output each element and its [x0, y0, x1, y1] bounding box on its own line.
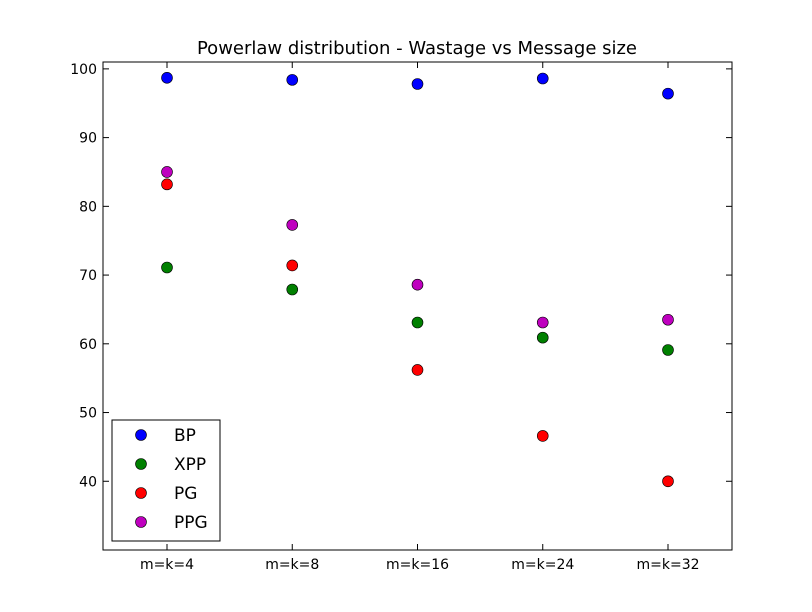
chart-title: Powerlaw distribution - Wastage vs Messa… [197, 38, 637, 59]
x-tick-label: m=k=24 [511, 557, 574, 573]
data-point-ppg [286, 219, 299, 231]
legend-label: XPP [174, 455, 206, 475]
data-point-bp [536, 72, 549, 85]
data-point-xpp [161, 261, 173, 274]
y-tick-label: 90 [79, 131, 97, 147]
legend-marker [135, 458, 147, 470]
legend-item: XPP [135, 455, 206, 475]
data-point-pg [161, 178, 173, 191]
x-tick-label: m=k=8 [265, 557, 319, 573]
y-tick-label: 70 [79, 268, 97, 284]
series-ppg [161, 166, 674, 329]
data-point-ppg [662, 313, 674, 326]
series-pg [161, 178, 674, 488]
x-tick-label: m=k=16 [386, 557, 449, 573]
y-tick-label: 60 [79, 337, 97, 353]
legend: BP XPP PG PPG [111, 419, 221, 542]
data-point-xpp [286, 283, 299, 296]
data-point-pg [536, 430, 549, 442]
data-point-xpp [536, 331, 549, 344]
y-tick-label: 40 [79, 474, 97, 490]
axis-ticks: 40 50 60 70 80 90 100 m=k=4 m=k=8 m=k=16 m=k=24 m=k… [70, 62, 732, 573]
data-point-xpp [411, 316, 424, 329]
y-tick-label: 100 [70, 62, 97, 78]
legend-label: BP [174, 426, 196, 446]
legend-item: PPG [135, 513, 208, 533]
data-point-ppg [411, 278, 424, 291]
data-point-xpp [662, 344, 674, 356]
legend-item: PG [135, 484, 197, 504]
x-tick-label: m=k=32 [636, 557, 699, 573]
data-point-pg [411, 364, 424, 376]
x-tick-label: m=k=4 [140, 557, 194, 573]
data-point-bp [286, 74, 299, 86]
data-points [161, 72, 674, 488]
legend-label: PG [174, 484, 197, 504]
y-tick-label: 80 [79, 199, 97, 215]
legend-label: PPG [174, 513, 208, 533]
data-point-pg [286, 259, 299, 272]
data-point-ppg [161, 166, 173, 178]
legend-item: BP [135, 426, 196, 446]
legend-marker [135, 429, 147, 441]
legend-box [111, 419, 221, 542]
data-point-bp [161, 72, 173, 84]
data-point-pg [662, 475, 674, 488]
legend-marker [135, 487, 147, 499]
legend-marker [135, 516, 147, 528]
series-xpp [161, 261, 674, 356]
series-bp [161, 72, 674, 100]
data-point-bp [662, 87, 674, 100]
data-point-ppg [536, 316, 549, 329]
data-point-bp [411, 78, 424, 90]
y-tick-label: 50 [79, 406, 97, 422]
